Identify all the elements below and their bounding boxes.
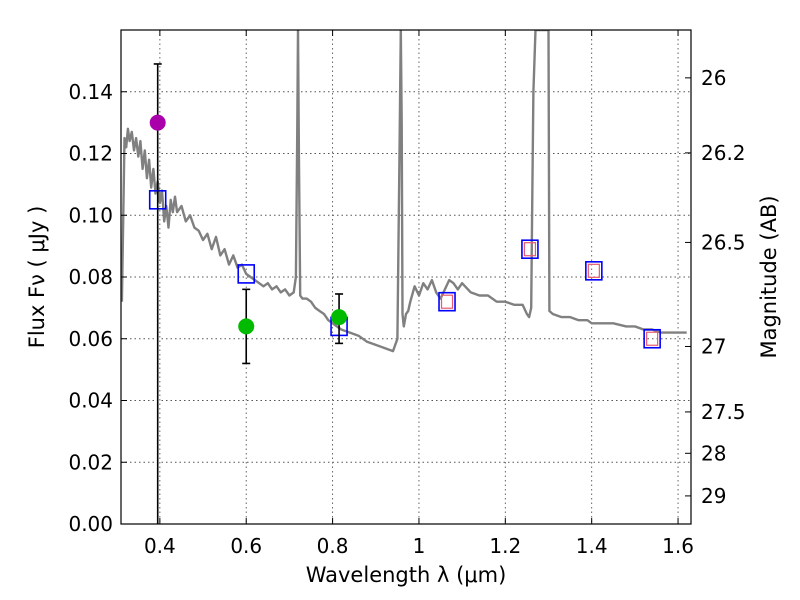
x-axis-title: Wavelength λ (μm) (306, 563, 507, 587)
x-tick-label: 1.4 (576, 534, 608, 558)
y2-tick-label: 29 (701, 484, 726, 508)
observed-square-point (587, 263, 600, 278)
y2-axis-title: Magnitude (AB) (757, 195, 781, 358)
photometry-point (331, 309, 348, 326)
y-axis-title: Flux Fν ( μJy ) (25, 206, 49, 349)
model-square-point (585, 261, 603, 281)
y2-tick-label: 26 (701, 66, 726, 90)
y2-tick-label: 26.5 (701, 230, 746, 254)
x-tick-label: 1.2 (489, 534, 521, 558)
model-square-point (643, 328, 661, 349)
model-square-point (237, 264, 256, 284)
model-square-point (438, 291, 456, 312)
photometry-point (149, 114, 166, 131)
y2-tick-label: 27 (701, 334, 726, 358)
y-tick-label: 0.00 (68, 512, 113, 536)
axis-ticks: 0.4 0.6 0.8 1 1.2 1.4 1.6 0.00 0.02 0.04 0.06 0.08 0… (68, 30, 746, 558)
observed-square-point (440, 294, 454, 309)
model-square-point (521, 239, 539, 260)
x-tick-label: 1 (413, 534, 426, 558)
y-tick-label: 0.10 (68, 203, 113, 227)
y-tick-label: 0.12 (68, 142, 113, 166)
plot-data (121, 30, 687, 524)
y-tick-label: 0.14 (68, 80, 113, 104)
x-tick-label: 1.6 (662, 534, 694, 558)
observed-square-point (523, 242, 537, 257)
y-tick-label: 0.02 (68, 450, 113, 474)
y-tick-label: 0.06 (68, 327, 113, 351)
spectrum-line (121, 30, 687, 353)
x-tick-label: 0.4 (144, 534, 176, 558)
observed-square-point (646, 331, 659, 346)
x-tick-label: 0.6 (230, 534, 262, 558)
photometry-point (238, 318, 255, 335)
y2-tick-label: 27.5 (701, 400, 746, 424)
y-tick-label: 0.04 (68, 389, 113, 413)
y2-tick-label: 26.2 (701, 141, 746, 165)
x-tick-label: 0.8 (317, 534, 349, 558)
y-tick-label: 0.08 (68, 265, 113, 289)
grid (121, 30, 691, 524)
y2-tick-label: 28 (701, 441, 726, 465)
